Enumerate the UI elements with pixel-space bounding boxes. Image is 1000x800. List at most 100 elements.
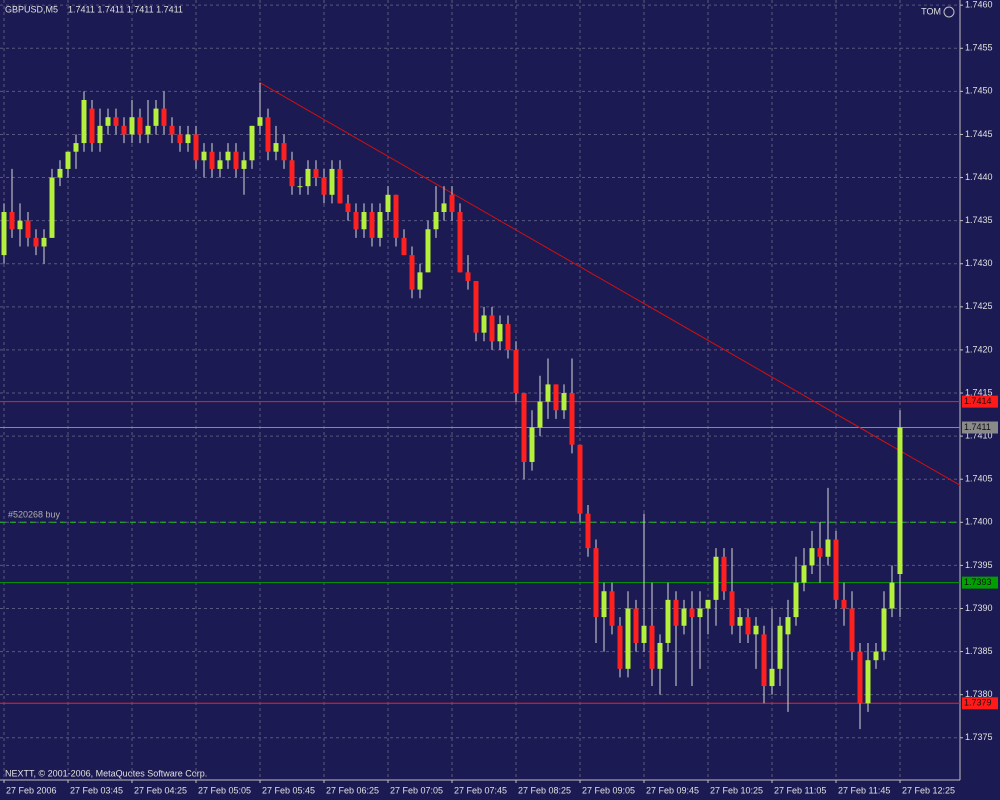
candle-body [465, 272, 471, 281]
candle-body [825, 539, 831, 557]
x-tick-label: 27 Feb 05:05 [198, 785, 251, 795]
candle-body [49, 177, 55, 238]
smiley [943, 6, 955, 18]
candle-body [41, 237, 47, 247]
x-tick-label: 27 Feb 03:45 [70, 785, 123, 795]
candle-body [97, 125, 103, 144]
candle-body [265, 117, 271, 152]
y-tick-label: 1.7445 [965, 129, 993, 139]
candle-body [225, 151, 231, 161]
candle-body [505, 324, 511, 350]
candle-body [881, 608, 887, 652]
candle-body [553, 384, 559, 411]
candle-body [273, 143, 279, 152]
x-tick-label: 27 Feb 11:05 [774, 785, 826, 795]
x-tick-label: 27 Feb 08:25 [518, 785, 571, 795]
candle-body [801, 565, 807, 583]
candle-body [857, 651, 863, 704]
x-tick-label: 27 Feb 07:45 [454, 785, 507, 795]
candle-body [649, 625, 655, 669]
candle-body [113, 117, 119, 126]
candle-body [337, 168, 343, 204]
candle-body [153, 108, 159, 126]
candle-body [129, 117, 135, 135]
y-tick-label: 1.7460 [965, 0, 993, 10]
y-tick-label: 1.7435 [965, 215, 993, 225]
candle-body [865, 660, 871, 704]
candle-body [161, 108, 167, 126]
candle-body [105, 117, 111, 126]
x-tick-label: 27 Feb 06:25 [326, 785, 379, 795]
candle-body [753, 625, 759, 635]
level-box [962, 395, 998, 408]
x-tick-label: 27 Feb 09:05 [582, 785, 635, 795]
candle-body [249, 125, 255, 161]
x-tick-label: 27 Feb 10:25 [710, 785, 763, 795]
candle-body [17, 220, 23, 230]
candle-body [425, 229, 431, 273]
candle-body [209, 151, 215, 169]
account: TOM [921, 6, 941, 16]
y-tick-label: 1.7395 [965, 560, 993, 570]
x-tick-label: 27 Feb 05:45 [262, 785, 315, 795]
symbol: GBPUSD,M5 [5, 4, 58, 14]
candle-body [657, 642, 663, 669]
y-tick-label: 1.7380 [965, 689, 993, 699]
y-tick-label: 1.7450 [965, 86, 993, 96]
candle-body [609, 591, 615, 626]
candle-body [289, 160, 295, 187]
y-tick-label: 1.7375 [965, 732, 993, 742]
candle-body [721, 556, 727, 592]
candle-body [9, 212, 15, 230]
candle-body [785, 617, 791, 635]
candle-body [297, 186, 303, 188]
y-tick-label: 1.7405 [965, 474, 993, 484]
candle-body [841, 599, 847, 609]
y-tick-label: 1.7455 [965, 43, 993, 53]
candle-body [449, 194, 455, 213]
trendline [259, 82, 961, 486]
candle-body [121, 125, 127, 135]
candle-body [417, 272, 423, 290]
candle-body [321, 177, 327, 195]
candle-body [497, 324, 503, 342]
x-tick-label: 27 Feb 07:05 [390, 785, 443, 795]
candle-body [513, 349, 519, 394]
candle-body [185, 134, 191, 144]
candle-body [489, 315, 495, 342]
candle-body [601, 591, 607, 618]
candle-body [257, 117, 263, 126]
y-tick-label: 1.7410 [965, 430, 993, 440]
y-tick-label: 1.7425 [965, 301, 993, 311]
candle-body [377, 212, 383, 238]
candle-body [33, 237, 39, 247]
candle-body [817, 548, 823, 557]
candle-body [665, 599, 671, 643]
candle-body [569, 393, 575, 445]
candle-body [561, 393, 567, 411]
candle-body [577, 444, 583, 514]
candle-body [441, 203, 447, 213]
candle-body [313, 168, 319, 178]
y-tick-label: 1.7385 [965, 646, 993, 656]
candle-body [1, 212, 7, 256]
candle-body [305, 168, 311, 187]
candle-body [393, 194, 399, 238]
candle-body [873, 651, 879, 661]
candle-body [281, 143, 287, 161]
candle-body [361, 212, 367, 230]
level-label: 1.7414 [964, 396, 992, 406]
y-tick-label: 1.7430 [965, 258, 993, 268]
candle-body [473, 280, 479, 333]
candle-body [681, 608, 687, 626]
candle-body [713, 556, 719, 600]
candle-body [705, 599, 711, 609]
x-tick-label: 27 Feb 04:25 [134, 785, 187, 795]
candle-body [81, 99, 87, 144]
order-label: #520268 buy [8, 510, 61, 520]
candle-body [585, 513, 591, 549]
candle-body [329, 168, 335, 195]
candle-body [889, 582, 895, 609]
